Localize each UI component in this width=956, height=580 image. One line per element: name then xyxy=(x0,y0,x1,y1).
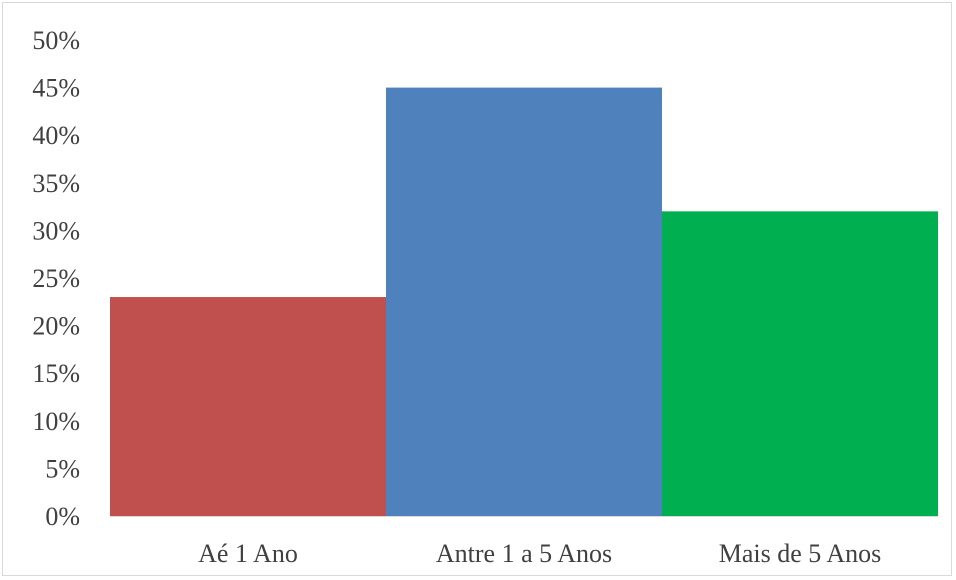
bar xyxy=(662,211,938,517)
y-tick-label: 50% xyxy=(32,26,80,55)
y-tick-label: 0% xyxy=(45,502,80,531)
y-tick-label: 15% xyxy=(32,359,80,388)
x-tick-label: Antre 1 a 5 Anos xyxy=(436,539,612,568)
y-tick-label: 30% xyxy=(32,216,80,245)
y-tick-label: 10% xyxy=(32,407,80,436)
y-tick-label: 25% xyxy=(32,264,80,293)
bar xyxy=(110,297,386,516)
x-tick-label: Aé 1 Ano xyxy=(198,539,298,568)
y-tick-label: 45% xyxy=(32,74,80,103)
bar xyxy=(386,87,662,516)
y-tick-label: 20% xyxy=(32,312,80,341)
y-axis-ticks: 0% 5% 10% 15% 20% 25% 30% 35% 40% 45% 50% xyxy=(32,26,80,531)
y-tick-label: 40% xyxy=(32,121,80,150)
y-tick-label: 5% xyxy=(45,454,80,483)
bars-group xyxy=(110,87,938,517)
x-axis-labels: Aé 1 Ano Antre 1 a 5 Anos Mais de 5 Anos xyxy=(198,539,881,568)
y-tick-label: 35% xyxy=(32,169,80,198)
x-tick-label: Mais de 5 Anos xyxy=(719,539,882,568)
